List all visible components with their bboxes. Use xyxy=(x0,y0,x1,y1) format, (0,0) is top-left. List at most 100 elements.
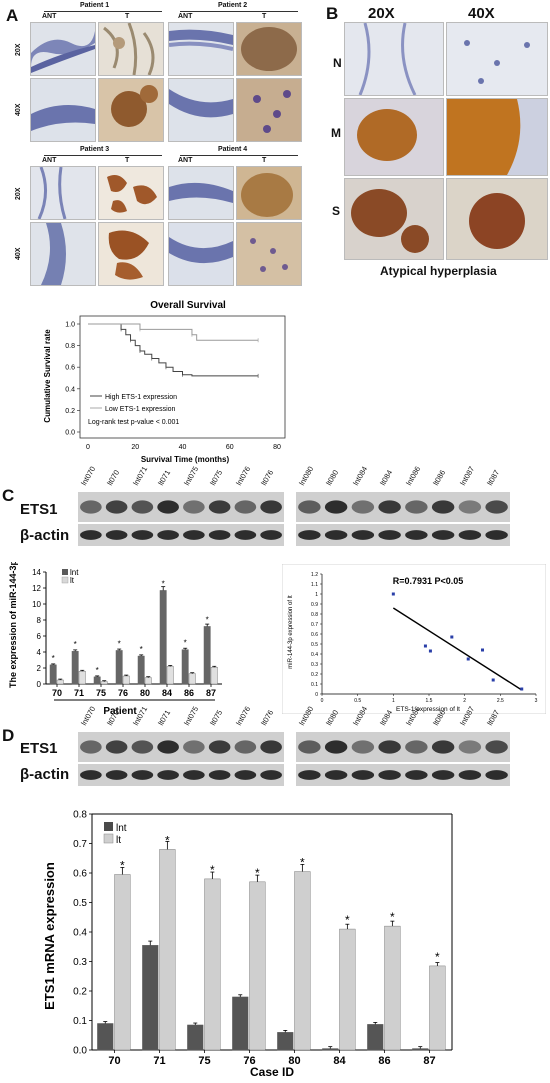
mir-ytick-label: 2 xyxy=(37,664,42,673)
survival-y-ticks: 0.0 0.2 0.4 0.6 0.8 1.0 xyxy=(65,322,80,437)
panel-a-label: A xyxy=(6,6,19,25)
blot-band xyxy=(80,530,102,540)
blot-band xyxy=(405,500,428,514)
mir-ylabel: The expression of miR-144-3p xyxy=(8,562,18,688)
mir-bar-lnt xyxy=(115,650,123,685)
micrograph-p1-t-20x xyxy=(98,22,164,76)
ets-bar-lnt xyxy=(322,1048,339,1051)
ets-significance-mark: * xyxy=(255,866,260,880)
mir-ytick-label: 8 xyxy=(37,616,42,625)
mir-significance-mark: * xyxy=(162,579,165,588)
mir-legend-lnt-swatch xyxy=(62,569,68,575)
blot-c-ets1-right xyxy=(296,492,510,522)
ets-category-label: 84 xyxy=(333,1055,346,1067)
col-ant-p1: ANT xyxy=(42,13,57,20)
micrograph-p1-ant-40x xyxy=(30,78,96,142)
blot-band xyxy=(80,770,102,780)
micrograph-p2-ant-20x xyxy=(168,22,234,76)
blot-band xyxy=(378,770,401,780)
mir-category-label: 71 xyxy=(74,688,84,698)
blot-band xyxy=(131,740,154,754)
panel-d-label: D xyxy=(2,726,15,745)
blot-band xyxy=(234,770,257,780)
blot-band xyxy=(298,500,321,514)
panel-c-lane-label: lt086 xyxy=(431,468,448,487)
col-t-p1: T xyxy=(125,13,130,20)
blot-band xyxy=(157,530,179,540)
patient-4-rule xyxy=(180,155,298,156)
ets-bar-lt xyxy=(159,849,176,1051)
mir-category-label: 80 xyxy=(140,688,150,698)
blot-band xyxy=(458,500,482,514)
ets-ytick-label: 0.4 xyxy=(73,928,87,939)
micrograph-n-20x xyxy=(344,22,444,96)
blot-c-actin-left xyxy=(78,524,284,546)
ets-ytick-label: 0.0 xyxy=(73,1046,87,1057)
blot-band xyxy=(405,740,428,754)
micrograph-p4-ant-20x xyxy=(168,166,234,220)
scatter-ytick-label: 1 xyxy=(315,592,318,598)
micrograph-s-20x xyxy=(344,178,444,260)
blot-band xyxy=(105,740,128,754)
scatter-ytick-label: 0.2 xyxy=(311,672,318,678)
ets-bar-lt xyxy=(249,881,266,1051)
scatter-annotation: R=0.7931 P<0.05 xyxy=(393,576,464,586)
scatter-ytick-label: 1.1 xyxy=(311,582,318,588)
panel-c-lane-label: lnt070 xyxy=(79,464,98,487)
mir-category-label: 75 xyxy=(96,688,106,698)
ets-bar-lt xyxy=(339,928,356,1051)
micrograph-p1-ant-20x xyxy=(30,22,96,76)
blot-band xyxy=(351,530,375,540)
blot-band xyxy=(405,530,428,540)
blot-band xyxy=(208,530,231,540)
mir-legend-lnt: lnt xyxy=(70,568,79,577)
row-40x-bottom: 40X xyxy=(15,247,22,260)
ets-ytick-label: 0.8 xyxy=(73,810,87,821)
panel-d-lane-label: lt076 xyxy=(259,708,276,727)
panel-c-actin-label: β-actin xyxy=(20,527,70,544)
survival-ylabel: Cumulative Survival rate xyxy=(43,329,52,423)
scatter-xlabel: ETS-1 expression of lt xyxy=(396,706,460,713)
mir-bar-lnt xyxy=(71,650,79,685)
mir-ytick-label: 4 xyxy=(37,648,42,657)
col-t-p2: T xyxy=(262,13,267,20)
micrograph-p2-t-40x xyxy=(236,78,302,142)
micrograph-p2-ant-40x xyxy=(168,78,234,142)
row-20x-top: 20X xyxy=(15,43,22,56)
blot-c-ets1-left xyxy=(78,492,284,522)
survival-ytick-label: 0.6 xyxy=(65,365,75,372)
blot-band xyxy=(260,740,282,754)
patient-2-rule xyxy=(180,11,298,12)
scatter-fit-line xyxy=(392,607,523,691)
blot-c-actin-right xyxy=(296,524,510,546)
mir-bar-lt xyxy=(166,666,174,685)
survival-xlabel: Survival Time (months) xyxy=(141,455,230,464)
blot-band xyxy=(405,770,428,780)
mir-significance-mark: * xyxy=(118,639,121,648)
mir-bar-lnt xyxy=(203,626,211,685)
scatter-ylabel: miR-144-3p expression of lt xyxy=(288,595,294,669)
micrograph-p4-ant-40x xyxy=(168,222,234,286)
ets-category-label: 86 xyxy=(378,1055,390,1067)
micrograph-p3-t-40x xyxy=(98,222,164,286)
blot-band xyxy=(260,770,282,780)
mir-category-label: 86 xyxy=(184,688,194,698)
mir-bar-chart: The expression of miR-144-3p 0 2 4 6 8 10 12 14… xyxy=(8,562,222,717)
scatter-point xyxy=(391,592,395,596)
panel-c-lane-label: lt071 xyxy=(156,468,173,487)
ets-bar-lnt xyxy=(142,945,159,1051)
panel-c-lane-label: lt087 xyxy=(484,468,501,487)
mir-legend-lt-swatch xyxy=(61,576,69,584)
blot-band xyxy=(431,740,455,754)
scatter-ytick-label: 0.5 xyxy=(311,642,318,648)
blot-band xyxy=(378,500,401,514)
micrograph-p3-ant-40x xyxy=(30,222,96,286)
scatter-xtick-label: 1 xyxy=(392,698,395,704)
micrograph-m-20x xyxy=(344,98,444,176)
survival-xtick-label: 80 xyxy=(273,444,281,451)
micrograph-s-40x xyxy=(446,178,548,260)
scatter-ytick-label: 0.3 xyxy=(311,662,318,668)
ets-xlabel: Case ID xyxy=(250,1065,294,1079)
ets-ylabel: ETS1 mRNA expression xyxy=(42,862,57,1010)
panel-c-lane-label: lnt080 xyxy=(297,464,316,487)
